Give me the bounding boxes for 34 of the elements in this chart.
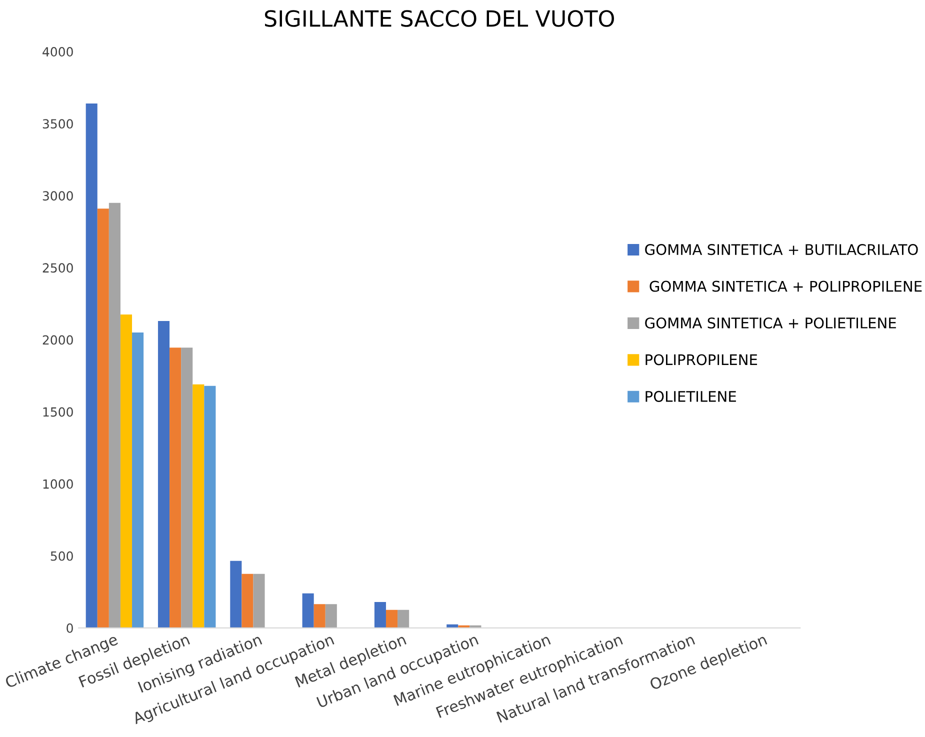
bar [120,314,132,628]
bar [242,574,254,628]
bar [302,593,314,628]
y-tick-label: 1500 [43,407,73,417]
bar [230,560,242,628]
bar [86,103,98,628]
bar [386,610,398,628]
y-tick-label: 2500 [42,263,73,273]
bar [314,604,326,628]
bar [97,208,109,628]
legend-label: POLIPROPILENE [646,354,758,366]
bar [158,321,170,628]
bar [192,384,204,628]
legend-label: GOMMA SINTETICA + POLIETILENE [645,317,896,329]
y-tick-label: 1000 [43,479,73,489]
bar [204,386,216,628]
y-tick-label: 0 [66,623,73,633]
chart-title: SIGILLANTE SACCO DEL VUOTO [264,10,614,27]
bar [325,604,337,628]
y-tick-label: 3500 [42,119,73,129]
y-tick-label: 4000 [42,47,73,57]
bar [374,602,386,628]
bar [181,348,193,628]
legend-label: GOMMA SINTETICA + BUTILACRILATO [645,244,918,256]
legend-label: GOMMA SINTETICA + POLIPROPILENE [650,280,922,292]
bar [253,574,265,628]
bar [170,348,182,628]
y-tick-label: 2000 [42,335,73,345]
bar [108,202,120,628]
legend-label: POLIETILENE [646,390,736,402]
bar [398,610,410,628]
y-tick-label: 500 [50,551,73,561]
y-tick-label: 3000 [42,191,73,201]
bar [132,332,144,628]
